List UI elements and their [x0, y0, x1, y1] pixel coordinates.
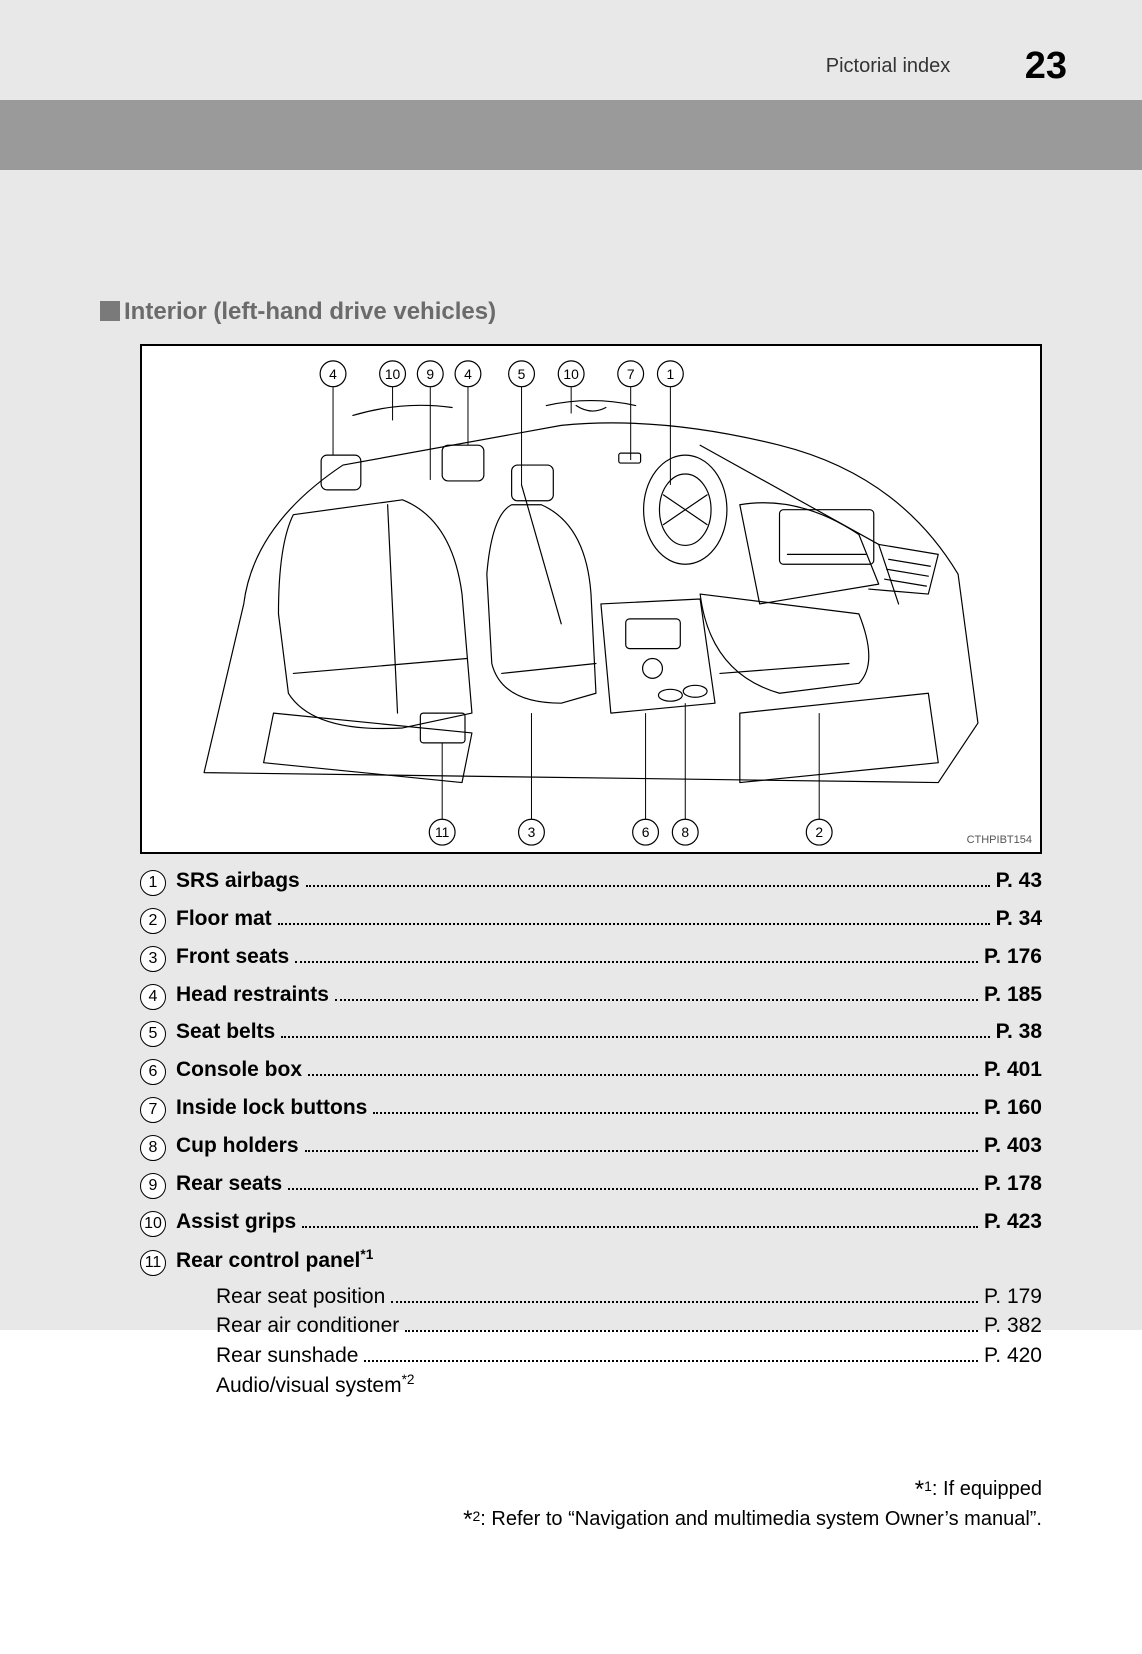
- row-label: Inside lock buttons: [176, 1096, 367, 1120]
- row-number: 7: [140, 1097, 166, 1123]
- page-header: Pictorial index 23: [0, 0, 1142, 88]
- row-label: Console box: [176, 1058, 302, 1082]
- header-section-label: Pictorial index: [826, 55, 951, 78]
- row-dots: [288, 1171, 978, 1190]
- callout-number: 4: [329, 366, 337, 382]
- index-row: 5 Seat belts P. 38: [140, 1020, 1042, 1048]
- callout-number: 10: [385, 366, 401, 382]
- diagram-code: CTHPIBT154: [967, 834, 1032, 846]
- row-dots: [302, 1209, 978, 1228]
- callout-number: 5: [518, 366, 526, 382]
- index-row: 11 Rear control panel*1: [140, 1247, 1042, 1276]
- index-row: 3 Front seats P. 176: [140, 944, 1042, 972]
- row-dots: [373, 1095, 978, 1114]
- callout-number: 9: [426, 366, 434, 382]
- row-label: Head restraints: [176, 983, 329, 1007]
- row-page: P. 176: [984, 945, 1042, 969]
- row-dots: [305, 1133, 978, 1152]
- sub-label: Rear seat position: [216, 1282, 385, 1311]
- row-label: Floor mat: [176, 907, 272, 931]
- interior-diagram: 4109451071113682 CTHPIBT154: [140, 344, 1042, 854]
- car-interior-lines: [204, 401, 978, 783]
- row-number: 3: [140, 946, 166, 972]
- index-row: 1 SRS airbags P. 43: [140, 868, 1042, 896]
- index-row: 2 Floor mat P. 34: [140, 906, 1042, 934]
- sub-label: Rear sunshade: [216, 1341, 358, 1370]
- index-row: 8 Cup holders P. 403: [140, 1133, 1042, 1161]
- sub-label: Rear air conditioner: [216, 1311, 399, 1340]
- sub-label: Audio/visual system*2: [216, 1370, 414, 1400]
- sub-dots: [364, 1343, 978, 1362]
- sub-row-trailing: Audio/visual system*2: [216, 1370, 1042, 1400]
- index-row: 7 Inside lock buttons P. 160: [140, 1095, 1042, 1123]
- sub-page: P. 420: [984, 1341, 1042, 1370]
- row-dots: [308, 1057, 978, 1076]
- row-number: 10: [140, 1211, 166, 1237]
- row-dots: [281, 1020, 989, 1039]
- row-dots: [295, 944, 978, 963]
- row-label: Seat belts: [176, 1020, 275, 1044]
- callout-number: 8: [681, 824, 689, 840]
- sub-page: P. 179: [984, 1282, 1042, 1311]
- sub-row: Rear air conditioner P. 382: [216, 1311, 1042, 1340]
- index-row: 9 Rear seats P. 178: [140, 1171, 1042, 1199]
- callout-number: 2: [815, 824, 823, 840]
- row-number: 2: [140, 908, 166, 934]
- row-page: P. 38: [996, 1020, 1042, 1044]
- row-dots: [335, 982, 978, 1001]
- section-marker-icon: [100, 301, 120, 321]
- footnote-line: *1: If equipped: [463, 1476, 1042, 1504]
- callout-number: 3: [528, 824, 536, 840]
- page-content: Interior (left-hand drive vehicles): [0, 88, 1142, 1400]
- sub-items: Rear seat positionP. 179Rear air conditi…: [216, 1282, 1042, 1401]
- index-row: 6 Console box P. 401: [140, 1057, 1042, 1085]
- row-number: 8: [140, 1135, 166, 1161]
- row-page: P. 403: [984, 1134, 1042, 1158]
- index-row: 10 Assist grips P. 423: [140, 1209, 1042, 1237]
- row-page: P. 160: [984, 1096, 1042, 1120]
- row-label: Front seats: [176, 945, 289, 969]
- footnote-line: *2: Refer to “Navigation and multimedia …: [463, 1506, 1042, 1534]
- row-dots: [306, 868, 990, 887]
- row-page: P. 178: [984, 1172, 1042, 1196]
- sub-page: P. 382: [984, 1311, 1042, 1340]
- row-number: 9: [140, 1173, 166, 1199]
- row-label: Rear seats: [176, 1172, 282, 1196]
- row-label: Assist grips: [176, 1210, 296, 1234]
- footnotes: *1: If equipped*2: Refer to “Navigation …: [463, 1474, 1042, 1534]
- page-number: 23: [1025, 45, 1067, 88]
- sub-dots: [391, 1284, 978, 1303]
- heading-text: Interior (left-hand drive vehicles): [124, 298, 496, 325]
- row-number: 1: [140, 870, 166, 896]
- diagram-svg: 4109451071113682: [142, 346, 1040, 852]
- callout-number: 1: [667, 366, 675, 382]
- section-heading: Interior (left-hand drive vehicles): [100, 298, 1042, 326]
- index-list: 1 SRS airbags P. 43 2 Floor mat P. 34 3 Front s…: [140, 868, 1042, 1400]
- row-page: P. 43: [996, 869, 1042, 893]
- row-page: P. 185: [984, 983, 1042, 1007]
- row-label: Rear control panel*1: [176, 1247, 373, 1273]
- row-number: 5: [140, 1021, 166, 1047]
- callout-number: 7: [627, 366, 635, 382]
- row-page: P. 401: [984, 1058, 1042, 1082]
- callout-number: 10: [563, 366, 579, 382]
- callout-number: 4: [464, 366, 472, 382]
- row-number: 11: [140, 1250, 166, 1276]
- index-row: 4 Head restraints P. 185: [140, 982, 1042, 1010]
- row-dots: [278, 906, 990, 925]
- sub-dots: [405, 1313, 978, 1332]
- row-label: Cup holders: [176, 1134, 299, 1158]
- row-page: P. 423: [984, 1210, 1042, 1234]
- callout-number: 6: [642, 824, 650, 840]
- callout-number: 11: [435, 824, 450, 840]
- row-number: 6: [140, 1059, 166, 1085]
- row-number: 4: [140, 984, 166, 1010]
- sub-row: Rear seat position P. 179: [216, 1282, 1042, 1311]
- row-page: P. 34: [996, 907, 1042, 931]
- row-label: SRS airbags: [176, 869, 300, 893]
- sub-row: Rear sunshade P. 420: [216, 1341, 1042, 1370]
